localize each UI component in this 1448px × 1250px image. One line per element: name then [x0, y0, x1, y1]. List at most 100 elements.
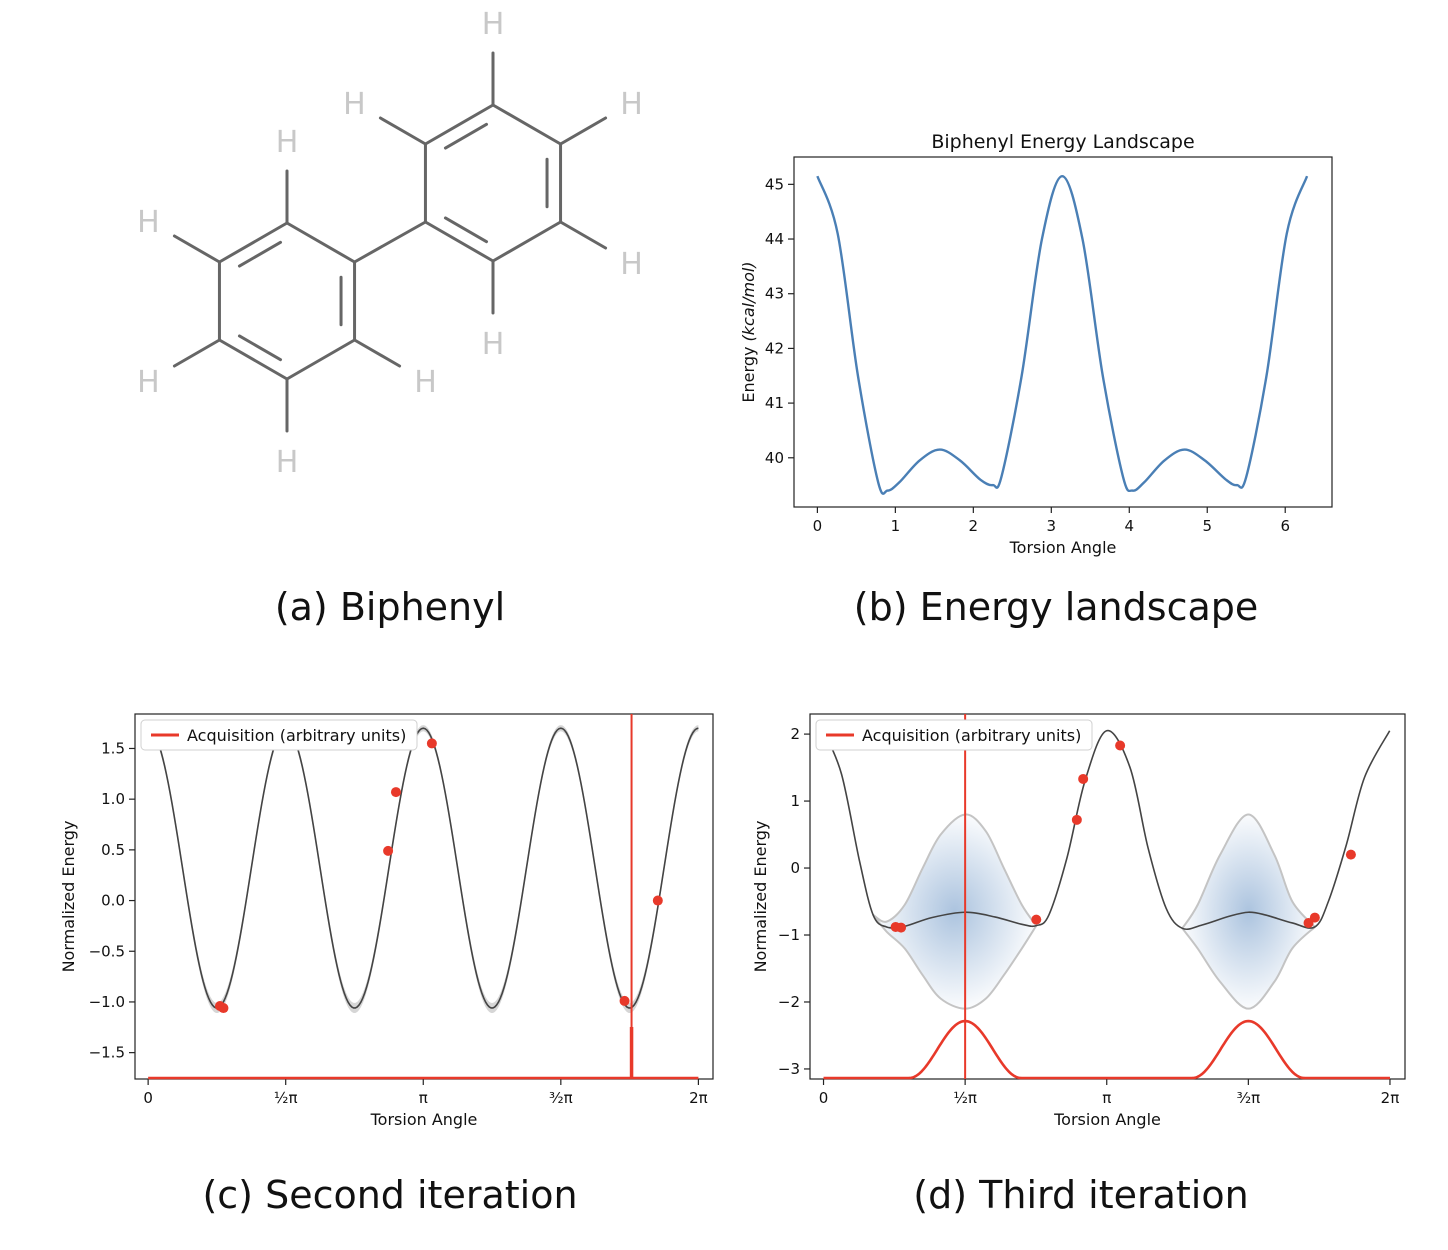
- plot-frame: [134, 713, 714, 1080]
- y-tick-label: 0.5: [101, 841, 125, 859]
- hydrogen-atom-label: H: [343, 87, 366, 122]
- acquisition-curve: [823, 1019, 1390, 1080]
- caption-a: (a) Biphenyl: [275, 585, 505, 629]
- y-axis-label-text: Energy: [739, 341, 758, 402]
- y-tick-label: 0: [790, 859, 800, 877]
- ch-bond: [378, 116, 427, 146]
- energy-series-line: [816, 174, 1309, 495]
- model-mean-line: [147, 727, 699, 1009]
- x-tick-label: ½π: [953, 1089, 977, 1107]
- y-axis-label: Normalized Energy: [59, 821, 78, 973]
- hydrogen-atom-label: H: [137, 205, 160, 240]
- uncertainty-band-left: [873, 814, 1037, 1009]
- hydrogen-atom-label: H: [482, 327, 505, 362]
- ring-bond: [217, 221, 289, 264]
- ch-bond: [353, 338, 402, 368]
- x-tick-label: 0: [143, 1089, 153, 1107]
- x-tick-label: ³⁄₂π: [1237, 1089, 1261, 1107]
- y-tick-label: 0.0: [101, 892, 125, 910]
- second-iteration-chart: 0 ½π π ³⁄₂π 2π −1.5 −1.0 −0.5 0.0 0.5 1.0 1.5 Torsio…: [59, 713, 714, 1129]
- y-tick-label: 2: [790, 725, 800, 743]
- ch-bond: [172, 338, 221, 368]
- x-tick-label: 6: [1280, 517, 1290, 535]
- x-tick-label: 4: [1125, 517, 1135, 535]
- ring-bond: [423, 103, 495, 146]
- hydrogen-atom-label: H: [620, 87, 643, 122]
- y-tick-label: 40: [765, 449, 784, 467]
- double-bond: [237, 240, 283, 268]
- hydrogen-atom-label: H: [276, 445, 299, 480]
- y-tick-label: −1.5: [89, 1044, 125, 1062]
- x-tick-label: 2: [969, 517, 979, 535]
- hydrogen-atom-label: H: [276, 125, 299, 160]
- ring-bond: [217, 338, 289, 381]
- observation-point: [218, 1003, 229, 1014]
- ring-bond: [285, 221, 357, 264]
- x-tick-label: 1: [891, 517, 901, 535]
- observation-point: [426, 738, 437, 749]
- ring-bond: [491, 220, 563, 263]
- legend-box: [815, 719, 1093, 751]
- y-tick-label: 44: [765, 230, 784, 248]
- y-tick-label: 41: [765, 394, 784, 412]
- observation-point: [390, 787, 401, 798]
- ring-bond: [491, 103, 563, 146]
- observation-point: [652, 895, 663, 906]
- double-bond: [443, 122, 489, 150]
- third-iteration-chart: 0 ½π π ³⁄₂π 2π −3 −2 −1 0 1 2 Torsion Angle Normaliz…: [751, 713, 1406, 1129]
- y-tick-label: −2: [778, 993, 800, 1011]
- caption-c: (c) Second iteration: [202, 1173, 577, 1217]
- y-tick-label: −1.0: [89, 993, 125, 1011]
- hydrogen-atom-label: H: [137, 365, 160, 400]
- y-tick-label: −0.5: [89, 942, 125, 960]
- band-lower-edge: [1181, 926, 1316, 1010]
- observation-point: [383, 845, 394, 856]
- ch-bond: [559, 220, 608, 250]
- plot-frame: [809, 713, 1406, 1080]
- hydrogen-atom-label: H: [414, 365, 437, 400]
- y-tick-label: 43: [765, 285, 784, 303]
- y-axis-label: Energy (kcal/mol): [739, 261, 758, 402]
- y-tick-label: 1.0: [101, 790, 125, 808]
- x-axis-label: Torsion Angle: [1009, 538, 1117, 557]
- x-tick-label: π: [419, 1089, 428, 1107]
- observation-point: [1309, 912, 1320, 923]
- caption-b: (b) Energy landscape: [854, 585, 1259, 629]
- x-axis-label: Torsion Angle: [1053, 1110, 1161, 1129]
- hydrogen-atom-label: H: [620, 247, 643, 282]
- observation-point: [1345, 849, 1356, 860]
- band-upper-edge: [1181, 813, 1316, 929]
- observation-point: [1031, 914, 1042, 925]
- observation-point: [1115, 740, 1126, 751]
- y-tick-label: −3: [778, 1060, 800, 1078]
- x-tick-label: π: [1102, 1089, 1111, 1107]
- x-tick-label: 5: [1202, 517, 1212, 535]
- x-tick-label: 2π: [689, 1089, 708, 1107]
- legend-label: Acquisition (arbitrary units): [187, 726, 406, 745]
- ring-bond: [285, 338, 357, 381]
- x-tick-label: 0: [819, 1089, 829, 1107]
- ch-bond: [559, 116, 608, 146]
- ch-bond: [172, 234, 221, 264]
- chart-title: Biphenyl Energy Landscape: [931, 131, 1194, 153]
- y-tick-label: 42: [765, 339, 784, 357]
- x-tick-label: 2π: [1381, 1089, 1400, 1107]
- y-tick-label: 1: [790, 792, 800, 810]
- caption-d: (d) Third iteration: [913, 1173, 1248, 1217]
- y-tick-label: −1: [778, 926, 800, 944]
- x-axis-label: Torsion Angle: [370, 1110, 478, 1129]
- ring-bond: [423, 220, 495, 263]
- observation-point: [619, 995, 630, 1006]
- legend-label: Acquisition (arbitrary units): [862, 726, 1081, 745]
- y-tick-label: 1.5: [101, 739, 125, 757]
- double-bond: [237, 334, 283, 362]
- observation-point: [896, 922, 907, 933]
- biphenyl-molecule: H H H H H H H H H H: [137, 7, 643, 480]
- x-tick-label: 3: [1047, 517, 1057, 535]
- plot-frame: [793, 156, 1333, 508]
- observation-point: [1071, 814, 1082, 825]
- observation-point: [1078, 773, 1089, 784]
- double-bond: [443, 216, 489, 244]
